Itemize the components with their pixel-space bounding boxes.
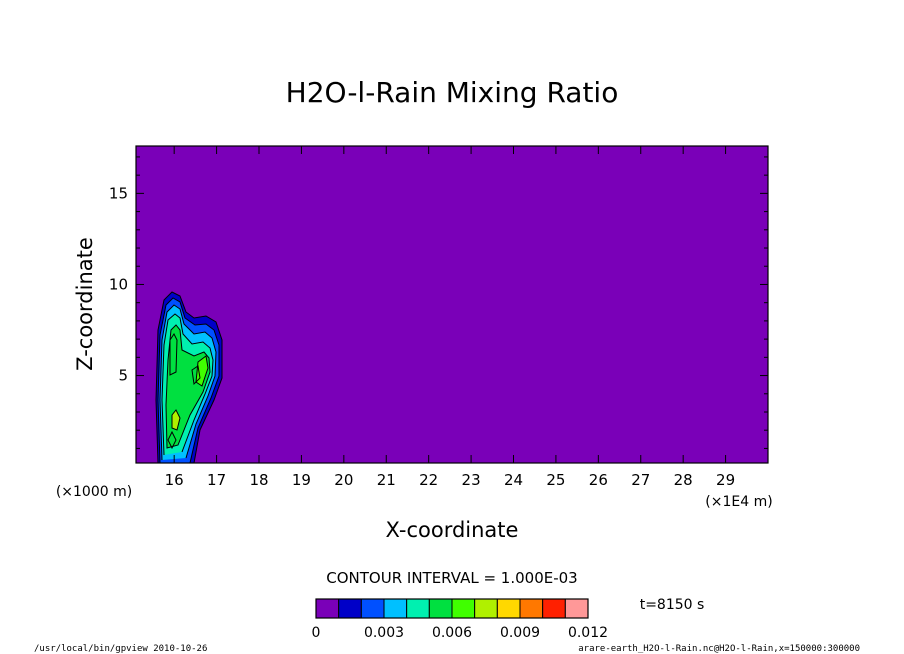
- colorbar-frame: [315, 598, 589, 619]
- x-tick-label: 21: [377, 471, 396, 489]
- x-unit-left: (×1000 m): [56, 484, 132, 500]
- contour-line: [165, 324, 211, 449]
- x-tick-label: 18: [249, 471, 268, 489]
- y-tick-label: 10: [109, 275, 128, 293]
- x-tick-label: 24: [504, 471, 523, 489]
- x-tick-label: 27: [631, 471, 650, 489]
- contour-line: [171, 409, 181, 431]
- contour-line: [195, 355, 209, 387]
- chart-title: H2O-l-Rain Mixing Ratio: [286, 76, 619, 109]
- colorbar-swatch: [406, 598, 430, 619]
- colorbar-tick-label: 0.012: [568, 625, 608, 641]
- contour-line: [191, 365, 201, 386]
- y-tick-label: 5: [118, 367, 128, 385]
- contour-line: [167, 430, 177, 450]
- contour-line: [161, 313, 214, 456]
- x-axis-label: X-coordinate: [386, 518, 519, 542]
- x-tick-label: 26: [589, 471, 608, 489]
- y-axis-ticks: 5 10 15: [109, 156, 768, 449]
- contour-line: [169, 333, 178, 376]
- y-axis-label: Z-coordinate: [73, 237, 97, 371]
- contour-line: [159, 304, 217, 461]
- colorbar-swatch: [564, 598, 589, 619]
- x-tick-label: 20: [334, 471, 353, 489]
- colorbar-swatch: [496, 598, 521, 619]
- y-tick-label: 15: [109, 184, 128, 202]
- colorbar-swatch: [519, 598, 544, 619]
- colorbar-tick-label: 0: [312, 625, 321, 641]
- contour-lines: [155, 291, 223, 464]
- colorbar-swatch: [338, 598, 362, 619]
- rain-contour-region: [155, 291, 223, 464]
- plot-area: 16 17 18 19 20 21 22 23 24 25 26 27 28 29 5 10 15: [109, 145, 769, 489]
- footer-left: /usr/local/bin/gpview 2010-10-26: [34, 644, 207, 654]
- colorbar-swatch: [383, 598, 408, 619]
- colorbar: 0 0.003 0.006 0.009 0.012: [312, 598, 608, 641]
- x-tick-label: 29: [716, 471, 735, 489]
- time-text: t=8150 s: [640, 597, 705, 613]
- colorbar-tick-label: 0.009: [500, 625, 540, 641]
- x-tick-label: 25: [546, 471, 565, 489]
- colorbar-tick-label: 0.006: [432, 625, 472, 641]
- colorbar-swatch: [542, 598, 566, 619]
- colorbar-swatch: [360, 598, 385, 619]
- colorbar-swatch: [315, 598, 340, 619]
- x-tick-label: 19: [292, 471, 311, 489]
- x-tick-label: 17: [207, 471, 226, 489]
- x-tick-label: 28: [674, 471, 693, 489]
- colorbar-swatch: [428, 598, 453, 619]
- x-tick-label: 16: [165, 471, 184, 489]
- footer-right: arare-earth_H2O-l-Rain.nc@H2O-l-Rain,x=1…: [578, 644, 860, 654]
- plot-frame: [135, 145, 769, 464]
- plot-background: [136, 146, 768, 463]
- contour-line: [157, 297, 220, 464]
- x-tick-label: 22: [419, 471, 438, 489]
- x-tick-label: 23: [462, 471, 481, 489]
- contour-line: [155, 291, 223, 464]
- colorbar-swatch: [474, 598, 498, 619]
- x-unit-right: (×1E4 m): [705, 494, 772, 510]
- colorbar-swatch: [451, 598, 476, 619]
- colorbar-tick-label: 0.003: [364, 625, 404, 641]
- x-axis-ticks: 16 17 18 19 20 21 22 23 24 25 26 27 28 29: [165, 146, 735, 489]
- contour-interval-text: CONTOUR INTERVAL = 1.000E-03: [326, 569, 577, 587]
